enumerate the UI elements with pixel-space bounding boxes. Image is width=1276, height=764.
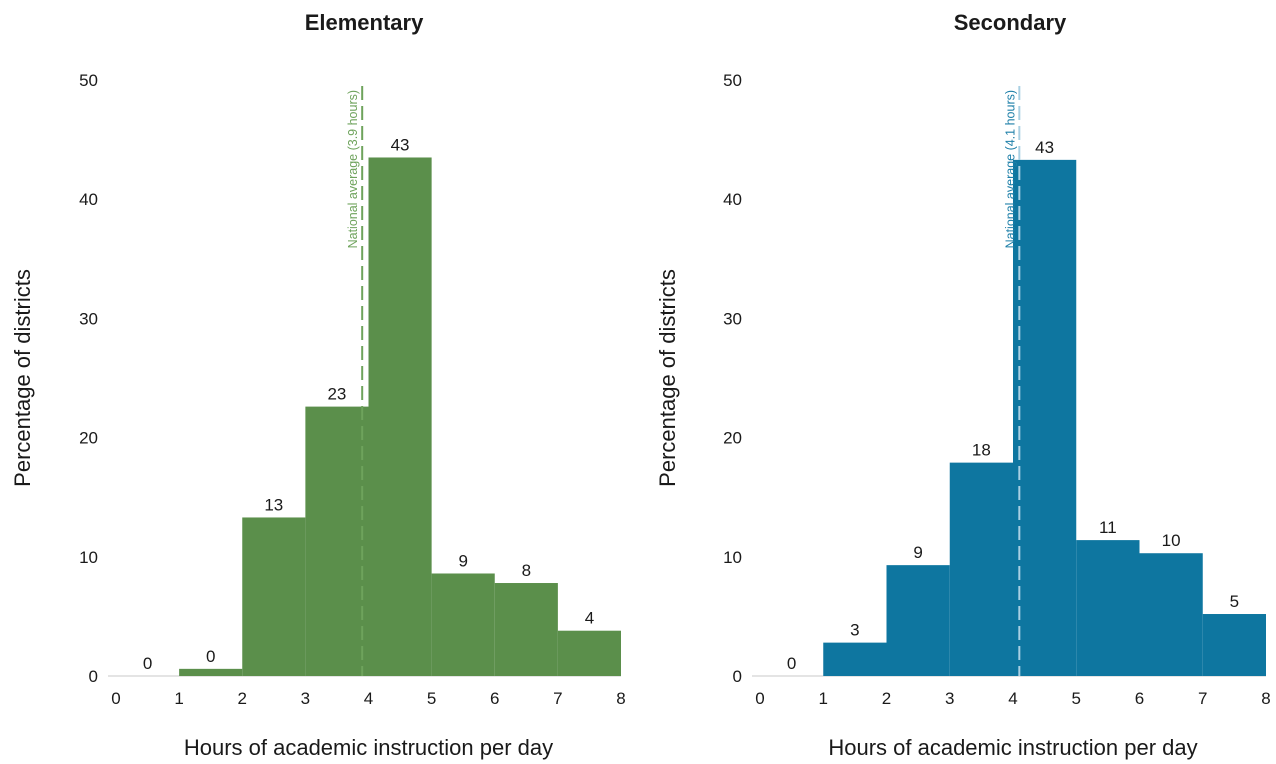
bar-value-label: 0 — [206, 647, 215, 666]
x-tick-label: 2 — [882, 689, 891, 708]
bar-value-label: 4 — [585, 609, 594, 628]
bar-value-label: 13 — [264, 495, 283, 514]
bar-value-label: 11 — [1099, 518, 1117, 537]
x-tick-label: 6 — [1135, 689, 1144, 708]
histogram-bar — [1076, 540, 1140, 676]
bar-value-label: 9 — [458, 551, 467, 570]
x-tick-label: 8 — [616, 689, 625, 708]
y-axis-label: Percentage of districts — [10, 269, 35, 487]
x-tick-label: 8 — [1261, 689, 1270, 708]
y-tick-label: 40 — [79, 190, 98, 209]
histogram-bar — [1013, 159, 1077, 676]
bar-value-label: 10 — [1162, 531, 1181, 550]
histogram-bar — [494, 583, 558, 676]
bar-value-label: 3 — [850, 621, 859, 640]
x-tick-label: 3 — [945, 689, 954, 708]
histogram-bar — [823, 642, 887, 676]
x-tick-label: 5 — [427, 689, 436, 708]
x-tick-label: 0 — [755, 689, 764, 708]
bar-value-label: 43 — [391, 135, 410, 154]
bar-value-label: 8 — [522, 561, 531, 580]
chart-title: Elementary — [305, 10, 424, 35]
y-tick-label: 50 — [723, 71, 742, 90]
chart-title: Secondary — [954, 10, 1067, 35]
histogram-bar — [886, 565, 950, 676]
y-tick-label: 20 — [79, 429, 98, 448]
national-average-label: National average (3.9 hours) — [346, 90, 360, 248]
national-average-label: National average (4.1 hours) — [1003, 90, 1017, 248]
y-tick-label: 0 — [733, 667, 742, 686]
bar-value-label: 9 — [913, 543, 922, 562]
bar-value-label: 18 — [972, 441, 991, 460]
y-tick-label: 40 — [723, 190, 742, 209]
bar-value-label: 43 — [1035, 138, 1054, 157]
y-tick-label: 0 — [89, 667, 98, 686]
histogram-bar — [242, 517, 306, 676]
histogram-bar — [305, 406, 369, 676]
x-tick-label: 0 — [111, 689, 120, 708]
histogram-bar — [1139, 553, 1203, 676]
histogram-bar — [557, 630, 621, 676]
y-axis-label: Percentage of districts — [655, 269, 680, 487]
bar-value-label: 23 — [327, 385, 346, 404]
y-tick-label: 20 — [723, 429, 742, 448]
y-tick-label: 30 — [723, 309, 742, 328]
x-tick-label: 3 — [301, 689, 310, 708]
bar-value-label: 5 — [1230, 592, 1239, 611]
x-tick-label: 1 — [819, 689, 828, 708]
y-tick-label: 50 — [79, 71, 98, 90]
y-tick-label: 30 — [79, 309, 98, 328]
x-tick-label: 6 — [490, 689, 499, 708]
x-tick-label: 5 — [1072, 689, 1081, 708]
histogram-bar — [179, 668, 243, 676]
x-tick-label: 7 — [553, 689, 562, 708]
histogram-bar — [368, 157, 432, 677]
y-tick-label: 10 — [79, 548, 98, 567]
bar-value-label: 0 — [143, 654, 152, 673]
x-axis-label: Hours of academic instruction per day — [184, 735, 553, 760]
x-axis-label: Hours of academic instruction per day — [828, 735, 1197, 760]
elementary-panel: Elementary Percentage of districts Hours o… — [10, 10, 626, 760]
bar-value-label: 0 — [787, 654, 796, 673]
histogram-bar — [1202, 614, 1266, 676]
y-tick-label: 10 — [723, 548, 742, 567]
x-tick-label: 1 — [174, 689, 183, 708]
x-tick-label: 4 — [364, 689, 373, 708]
x-tick-label: 4 — [1008, 689, 1017, 708]
x-tick-label: 2 — [238, 689, 247, 708]
x-tick-label: 7 — [1198, 689, 1207, 708]
secondary-panel: Secondary Percentage of districts Hours of… — [655, 10, 1271, 760]
histogram-bar — [431, 573, 495, 676]
histogram-bar — [949, 462, 1013, 676]
